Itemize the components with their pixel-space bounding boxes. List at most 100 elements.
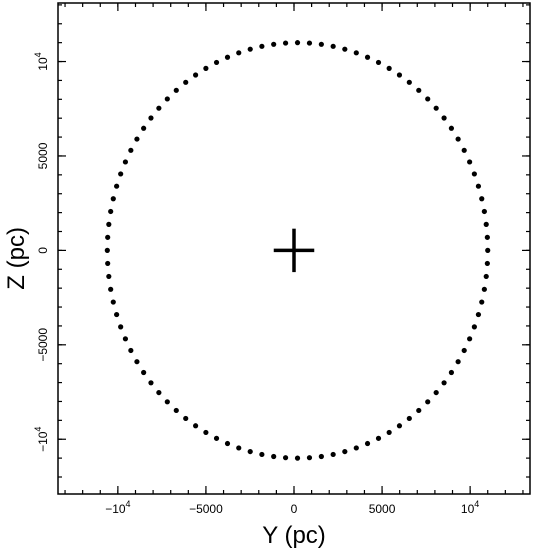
data-point	[148, 115, 154, 121]
data-point	[282, 455, 289, 461]
data-point	[306, 455, 313, 461]
data-point	[247, 46, 253, 52]
data-point	[467, 159, 473, 165]
data-point	[122, 336, 129, 342]
data-point	[203, 429, 209, 436]
data-point	[128, 147, 134, 153]
data-point	[483, 273, 489, 280]
data-point	[330, 43, 336, 49]
data-point	[128, 347, 134, 354]
y-tick-label: −5000	[36, 328, 50, 362]
data-point	[108, 286, 114, 292]
data-point	[224, 54, 231, 60]
data-point	[396, 423, 403, 429]
data-point	[364, 54, 371, 60]
data-point	[141, 125, 147, 131]
data-point	[183, 415, 189, 422]
data-point	[203, 65, 209, 71]
data-point	[224, 440, 231, 447]
data-point	[467, 336, 473, 342]
data-point	[406, 415, 412, 422]
data-point	[481, 286, 487, 292]
data-point	[484, 234, 490, 240]
data-point	[448, 369, 455, 376]
data-point	[156, 389, 162, 396]
data-point	[416, 87, 422, 93]
data-point	[433, 389, 439, 396]
data-point	[475, 311, 482, 318]
data-point	[148, 380, 154, 386]
data-point	[483, 221, 489, 227]
data-point	[271, 453, 277, 460]
data-point	[173, 407, 179, 414]
data-point	[164, 96, 170, 102]
data-point	[484, 260, 490, 267]
data-point	[471, 324, 477, 330]
data-point	[455, 359, 461, 365]
tick-labels: −104 −5000 0 5000 104 104 5000 0 −5000 −104	[33, 52, 479, 516]
data-point	[433, 105, 439, 111]
data-points	[104, 40, 491, 461]
data-point	[105, 260, 111, 267]
data-point	[193, 423, 199, 429]
data-point	[104, 247, 110, 253]
data-point	[441, 380, 447, 386]
x-tick-label: 5000	[369, 502, 396, 516]
data-point	[485, 247, 491, 253]
data-point	[353, 50, 359, 56]
data-point	[386, 65, 392, 71]
data-point	[479, 196, 485, 202]
data-point	[134, 136, 140, 142]
data-point	[375, 59, 382, 66]
data-point	[118, 171, 124, 177]
data-point	[406, 79, 412, 85]
x-tick-label: 104	[461, 499, 479, 516]
data-point	[141, 369, 147, 376]
data-point	[441, 115, 447, 121]
data-point	[114, 183, 120, 189]
data-point	[294, 40, 301, 46]
data-point	[294, 455, 301, 461]
center-marker	[273, 228, 315, 273]
data-point	[448, 125, 455, 131]
data-point	[259, 43, 265, 49]
x-tick-label: −5000	[189, 502, 223, 516]
data-point	[193, 72, 199, 78]
y-axis-title: Z (pc)	[3, 227, 30, 290]
data-point	[134, 359, 140, 365]
data-point	[213, 435, 220, 441]
data-point	[110, 299, 116, 305]
data-point	[122, 159, 129, 165]
data-point	[425, 399, 431, 405]
data-point	[386, 429, 392, 436]
data-point	[236, 50, 242, 56]
data-point	[106, 221, 112, 227]
data-point	[353, 445, 359, 451]
data-point	[271, 41, 277, 47]
data-point	[108, 208, 114, 215]
data-point	[375, 435, 382, 441]
x-tick-label: −104	[105, 499, 130, 516]
data-point	[342, 46, 348, 52]
data-point	[259, 451, 265, 458]
y-tick-label: 0	[36, 247, 50, 254]
data-point	[118, 324, 124, 330]
x-axis-title: Y (pc)	[262, 522, 326, 549]
data-point	[156, 105, 162, 111]
data-point	[164, 399, 170, 405]
data-point	[425, 96, 431, 102]
data-point	[471, 171, 477, 177]
data-point	[306, 40, 313, 46]
data-point	[110, 196, 116, 202]
data-point	[455, 136, 461, 142]
data-point	[282, 40, 289, 46]
data-point	[461, 147, 467, 153]
data-point	[318, 41, 324, 47]
axis-ticks	[58, 3, 530, 494]
data-point	[106, 273, 112, 280]
y-tick-label: −104	[33, 427, 50, 452]
data-point	[105, 234, 111, 240]
y-tick-label: 5000	[36, 142, 50, 169]
x-tick-label: 0	[291, 502, 298, 516]
data-point	[416, 407, 422, 414]
